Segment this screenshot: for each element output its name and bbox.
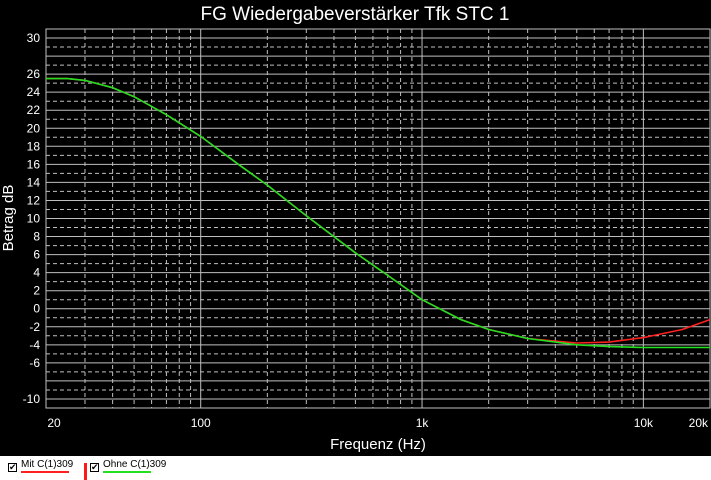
x-tick-label: 20 <box>47 416 61 430</box>
y-tick-label: -4 <box>29 338 40 352</box>
y-axis-title: Betrag dB <box>0 185 17 252</box>
y-tick-label: -2 <box>29 320 40 334</box>
y-tick-label: 12 <box>27 193 41 207</box>
series-line-1 <box>46 77 710 349</box>
x-axis-title: Frequenz (Hz) <box>330 436 426 453</box>
chart: FG Wiedergabeverstärker Tfk STC 1 302624… <box>0 4 711 453</box>
legend: ✔ Mit C(1)309 ✔ Ohne C(1)309 <box>0 456 711 480</box>
y-tick-label: 16 <box>27 157 41 171</box>
legend-swatch-ohne <box>103 471 151 473</box>
y-tick-label: 4 <box>33 266 40 280</box>
y-tick-label: 6 <box>33 248 40 262</box>
plot-area[interactable] <box>46 77 711 349</box>
series-line-0 <box>46 77 711 344</box>
y-tick-label: -10 <box>23 392 41 406</box>
y-tick-label: 10 <box>27 212 41 226</box>
y-tick-label: 0 <box>33 302 40 316</box>
y-tick-label: -6 <box>29 356 40 370</box>
plot-frame <box>45 28 711 409</box>
y-tick-label: 14 <box>27 175 41 189</box>
y-tick-label: 26 <box>27 67 41 81</box>
legend-swatch-mit <box>21 471 69 473</box>
grid <box>45 28 711 409</box>
legend-checkbox-mit[interactable]: ✔ <box>8 462 17 472</box>
x-tick-label: 1k <box>416 416 430 430</box>
y-tick-label: 18 <box>27 139 41 153</box>
y-tick-label: 30 <box>27 31 41 45</box>
chart-title: FG Wiedergabeverstärker Tfk STC 1 <box>200 4 509 25</box>
y-tick-label: 22 <box>27 103 41 117</box>
x-tick-label: 100 <box>191 416 211 430</box>
y-tick-label: 24 <box>27 85 41 99</box>
legend-selection-marker <box>84 463 87 480</box>
legend-label-ohne: Ohne C(1)309 <box>103 459 167 470</box>
y-tick-label: 2 <box>33 284 40 298</box>
y-tick-label: 20 <box>27 121 41 135</box>
legend-checkbox-ohne[interactable]: ✔ <box>90 462 99 472</box>
x-tick-label: 10k <box>634 416 654 430</box>
y-tick-label: 8 <box>33 230 40 244</box>
legend-label-mit: Mit C(1)309 <box>21 459 74 470</box>
x-tick-label: 20k <box>689 416 709 430</box>
